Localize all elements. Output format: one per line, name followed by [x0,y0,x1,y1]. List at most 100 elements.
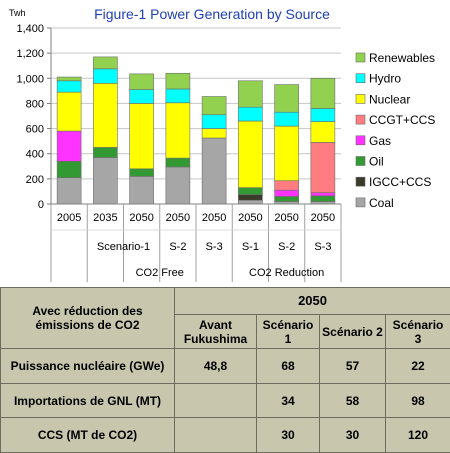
cell-value: 58 [320,384,386,418]
y-tick-label: 1,000 [16,73,44,85]
x-tick-label: 2035 [93,212,117,224]
cell-value: 68 [257,349,320,384]
bar-segment [238,107,262,121]
cell-value: 57 [320,349,386,384]
scenario-label: S-2 [169,241,186,253]
bar-segment [275,181,299,190]
bar-segment [238,188,262,195]
bar-segment [275,112,299,126]
legend-label: CCGT+CCS [369,113,435,127]
col-header-scenario-1: Scénario 1 [257,315,320,349]
cell-value [175,384,257,418]
legend-label: Renewables [369,51,435,65]
cell-value: 34 [257,384,320,418]
bar-segment [166,103,190,158]
x-tick-label: 2050 [166,212,190,224]
legend-swatch [356,53,365,62]
bar-segment [275,85,299,113]
row-label-ccs: CCS (MT de CO2) [1,418,175,453]
bar-segment [130,90,154,104]
bar-segment [93,147,117,157]
legend-label: IGCC+CCS [369,175,431,189]
legend-swatch [356,177,365,186]
bar-segment [57,77,81,81]
legend-label: Nuclear [369,92,410,106]
bar-segment [202,129,226,138]
bar-segment [93,83,117,147]
legend-swatch [356,74,365,83]
legend-swatch [356,94,365,103]
bar-segment [57,81,81,92]
legend-label: Coal [369,196,394,210]
bar-segment [238,195,262,201]
y-tick-label: 1,200 [16,48,44,60]
y-tick-label: 600 [26,124,44,136]
table-row: Importations de GNL (MT) 34 58 98 [1,384,450,418]
y-tick-label: 200 [26,174,44,186]
col-header-scenario-3: Scénario 3 [386,315,450,349]
chart-title: Figure-1 Power Generation by Source [94,6,330,22]
scenario-label: S-1 [242,241,259,253]
scenario-label: S-3 [206,241,223,253]
cell-value: 98 [386,384,450,418]
bar-segment [57,178,81,204]
bar-segment [311,78,335,108]
x-tick-label: 2050 [274,212,298,224]
bar-segment [57,131,81,161]
bar-segment [238,200,262,204]
cell-value: 30 [257,418,320,453]
legend-swatch [356,157,365,166]
bar-segment [166,73,190,89]
y-tick-label: 0 [38,199,44,211]
table-row: CCS (MT de CO2) 30 30 120 [1,418,450,453]
cell-value: 30 [320,418,386,453]
bar-segment [57,161,81,177]
legend-swatch [356,198,365,207]
y-tick-label: 1,400 [16,23,44,35]
bar-segment [130,169,154,177]
x-tick-label: 2050 [202,212,226,224]
bar-segment [238,121,262,188]
y-tick-label: 400 [26,149,44,161]
col-header-scenario-2: Scénario 2 [320,315,386,349]
table-row: Puissance nucléaire (GWe) 48,8 68 57 22 [1,349,450,384]
scenario-label: Scenario-1 [97,241,150,253]
year-header: 2050 [175,288,450,315]
legend-swatch [356,115,365,124]
bar-segment [275,126,299,181]
bar-segment [202,138,226,204]
bar-segment [166,167,190,204]
row-label-nuclear-capacity: Puissance nucléaire (GWe) [1,349,175,384]
summary-table-area: Avec réduction des émissions de CO2 2050… [0,287,450,452]
x-tick-label: 2050 [238,212,262,224]
bar-segment [275,196,299,201]
bar-segment [166,158,190,167]
bar-segment [311,142,335,192]
bar-segment [275,190,299,196]
bar-segment [93,57,117,69]
bar-segment [93,157,117,204]
x-tick-label: 2050 [129,212,153,224]
x-tick-label: 2005 [57,212,81,224]
summary-table: Avec réduction des émissions de CO2 2050… [0,287,450,453]
col-header-avant-fukushima: Avant Fukushima [175,315,257,349]
legend-label: Hydro [369,72,401,86]
scenario-label: S-2 [278,241,295,253]
bar-segment [311,108,335,121]
stacked-bar-chart: Figure-1 Power Generation by SourceTwh02… [0,0,450,287]
bar-segment [130,74,154,90]
bar-segment [311,196,335,202]
legend-label: Gas [369,134,391,148]
legend-swatch [356,136,365,145]
bar-segment [311,193,335,196]
group-label: CO2 Reduction [249,267,324,279]
bar-segment [130,103,154,168]
cell-value: 120 [386,418,450,453]
row-label-lng-imports: Importations de GNL (MT) [1,384,175,418]
table-corner-label: Avec réduction des émissions de CO2 [1,288,175,349]
bar-segment [202,97,226,115]
bar-segment [311,122,335,143]
bar-segment [238,81,262,107]
